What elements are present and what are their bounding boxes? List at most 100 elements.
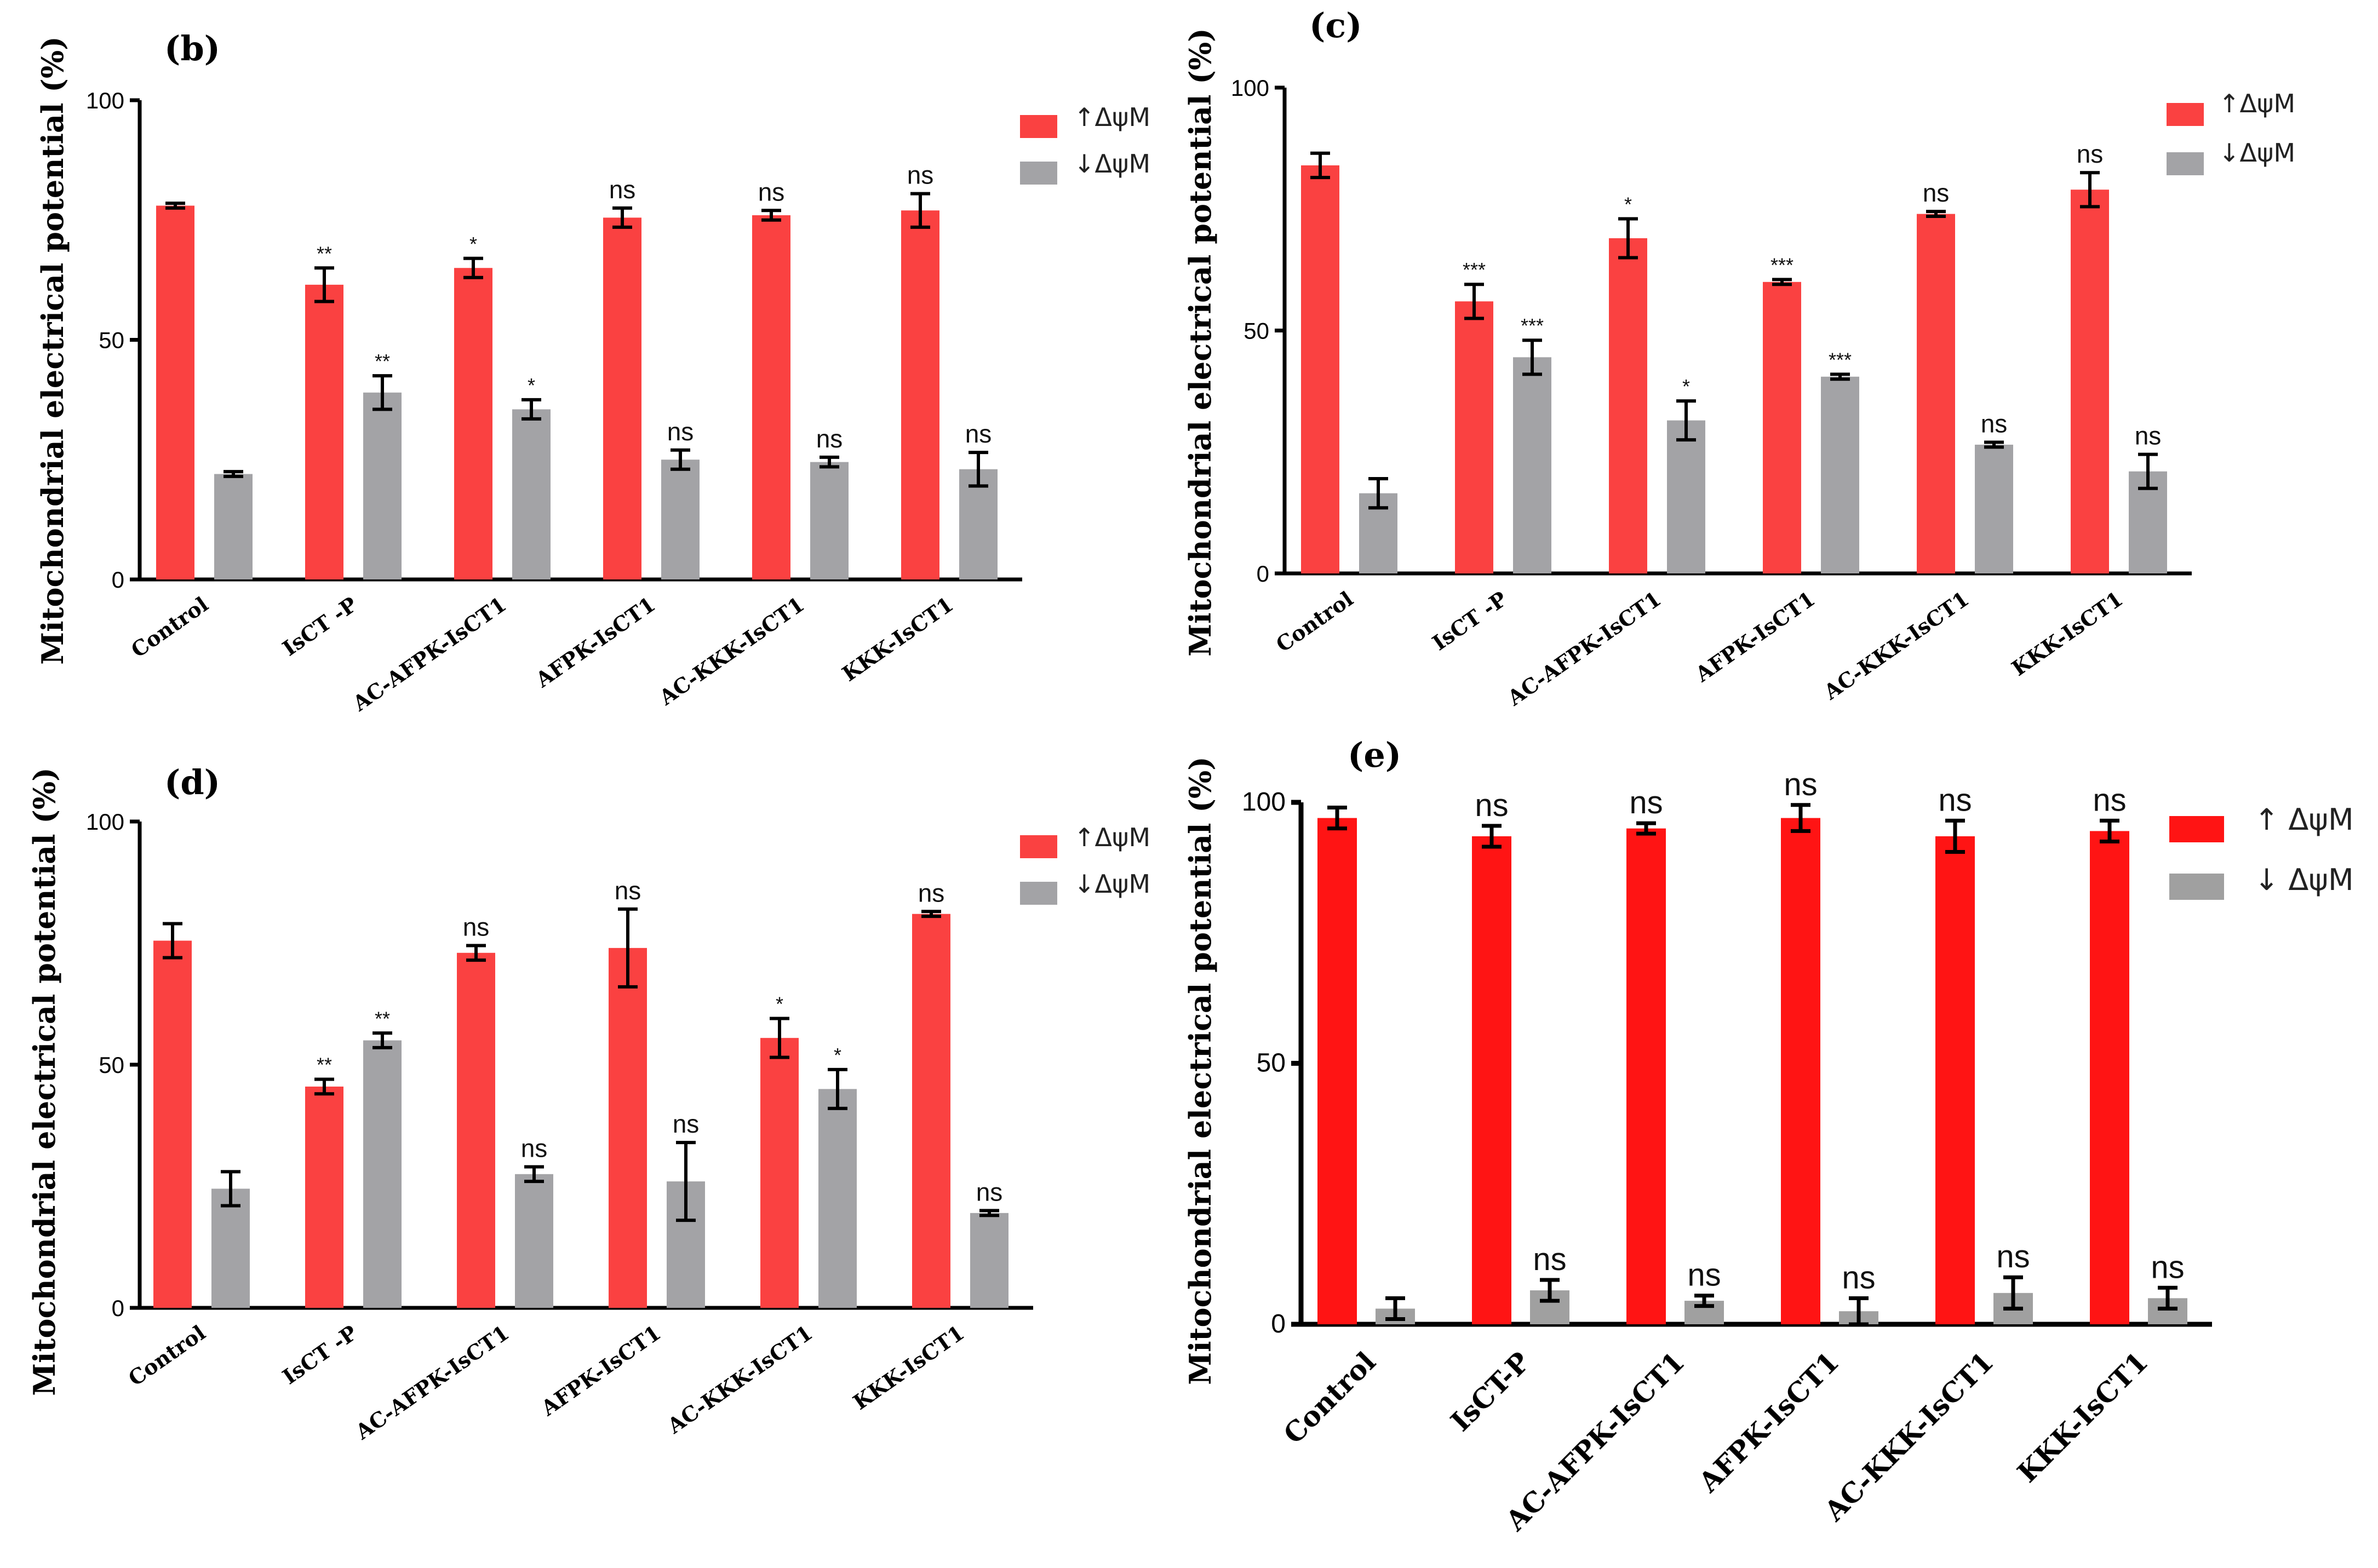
x-tick-label: AC-AFPK-IsCT1 (1503, 587, 1666, 711)
significance-label: ns (2077, 140, 2104, 168)
bar-up-2 (457, 952, 495, 1308)
significance-label: ns (1981, 410, 2008, 438)
bar-up-0 (1317, 818, 1357, 1324)
significance-label: ns (816, 424, 843, 453)
y-axis-title-e: Mitochondrial electrical potential (%) (1183, 756, 1218, 1385)
significance-label: ns (1784, 767, 1817, 802)
panel-letter-e: (e) (1348, 735, 1401, 775)
panel-letter-b: (b) (164, 28, 220, 68)
bar-down-3 (1821, 376, 1859, 573)
significance-label: * (469, 233, 477, 255)
significance-label: ** (317, 1054, 332, 1076)
significance-label: * (776, 993, 783, 1015)
bar-down-2 (1667, 420, 1705, 573)
significance-label: ns (907, 161, 934, 189)
bar-up-5 (2090, 831, 2129, 1324)
bar-down-5 (970, 1213, 1008, 1308)
legend-swatch-down (1020, 882, 1057, 905)
significance-label: ns (1842, 1260, 1875, 1295)
bar-down-2 (512, 409, 551, 579)
significance-label: ns (521, 1134, 548, 1162)
bar-up-4 (760, 1038, 799, 1308)
bar-up-5 (901, 210, 939, 579)
significance-label: ns (2151, 1249, 2184, 1285)
legend-label-up-d: ↑ΔψM (1074, 823, 1150, 852)
bar-up-1 (305, 1086, 343, 1308)
bar-down-4 (810, 462, 849, 579)
chart-c: 0 50 100 Control *** *** IsCT -P * * AC-AFPK-IsCT… (1231, 75, 2204, 711)
y-tick-label: 0 (112, 567, 124, 593)
bar-up-4 (752, 215, 790, 579)
bar-down-4 (818, 1089, 857, 1308)
legend-label-down-c: ↓ΔψM (2219, 138, 2295, 168)
legend-label-down-d: ↓ΔψM (1074, 869, 1150, 899)
legend-swatch-down (2169, 874, 2224, 900)
significance-label: ns (1475, 788, 1508, 823)
bar-up-1 (1455, 301, 1493, 573)
significance-label: ** (317, 242, 332, 265)
y-tick-label: 100 (86, 88, 124, 113)
significance-label: * (528, 374, 535, 397)
bar-up-3 (609, 947, 647, 1308)
x-tick-label: IsCT-P (1444, 1346, 1536, 1438)
chart-panel-e: (e) Mitochondrial electrical potential (… (1183, 735, 2354, 1385)
bar-up-3 (1781, 818, 1820, 1324)
bar-up-1 (305, 284, 343, 579)
panel-letter-d: (d) (164, 762, 220, 802)
bar-down-4 (1975, 444, 2013, 573)
y-tick-label: 0 (112, 1295, 124, 1321)
x-tick-label: AC-KKK-IsCT1 (1819, 587, 1973, 705)
chart-panel-b: (b) Mitochondrial electrical potential (… (35, 28, 1150, 665)
y-axis-title-d: Mitochondrial electrical potential (%) (27, 767, 62, 1395)
bar-up-2 (454, 268, 492, 579)
legend-label-up-b: ↑ΔψM (1074, 102, 1150, 132)
legend-swatch-down (1020, 162, 1057, 185)
y-tick-label: 100 (86, 809, 124, 835)
y-tick-label: 50 (1257, 1049, 1286, 1078)
significance-label: *** (1770, 254, 1793, 276)
bar-up-4 (1917, 214, 1955, 573)
x-tick-label: Control (127, 592, 213, 663)
legend-label-up-e: ↑ ΔψM (2254, 802, 2354, 837)
x-tick-label: KKK-IsCT1 (2007, 587, 2127, 681)
bar-down-2 (515, 1174, 553, 1308)
significance-label: ns (1923, 179, 1950, 207)
legend-swatch-up (1020, 115, 1057, 138)
bar-up-0 (153, 940, 192, 1308)
x-tick-label: KKK-IsCT1 (2011, 1346, 2154, 1489)
x-tick-label: AC-AFPK-IsCT1 (351, 1320, 514, 1445)
significance-label: ns (1629, 785, 1663, 820)
y-tick-label: 100 (1231, 75, 1269, 101)
y-tick-label: 50 (99, 328, 124, 353)
y-tick-label: 100 (1242, 788, 1286, 817)
legend-label-down-e: ↓ ΔψM (2254, 863, 2354, 897)
y-axis-title-c: Mitochondrial electrical potential (%) (1183, 28, 1218, 656)
bar-down-1 (363, 392, 402, 579)
legend-swatch-up (2167, 103, 2204, 126)
significance-label: * (1682, 375, 1690, 398)
x-tick-label: IsCT -P (278, 592, 362, 661)
bar-down-3 (661, 460, 700, 579)
x-tick-label: AFPK-IsCT1 (1692, 1346, 1846, 1499)
x-tick-label: Control (1277, 1346, 1382, 1450)
y-tick-label: 50 (99, 1052, 124, 1078)
bar-up-4 (1935, 836, 1975, 1324)
x-tick-label: Control (124, 1320, 210, 1391)
bar-down-0 (211, 1188, 250, 1308)
significance-label: ** (375, 1007, 390, 1030)
bar-down-1 (363, 1040, 402, 1308)
significance-label: *** (1521, 314, 1544, 337)
x-tick-label: AFPK-IsCT1 (530, 592, 660, 693)
bar-up-3 (1763, 282, 1801, 573)
bar-up-0 (156, 205, 194, 579)
y-tick-label: 50 (1244, 318, 1269, 344)
x-tick-label: AFPK-IsCT1 (536, 1320, 665, 1421)
significance-label: ns (2093, 782, 2126, 818)
x-tick-label: IsCT -P (278, 1320, 362, 1389)
panel-letter-c: (c) (1309, 5, 1362, 45)
significance-label: * (834, 1044, 841, 1066)
significance-label: ns (1996, 1239, 2030, 1274)
legend-swatch-down (2167, 152, 2204, 175)
